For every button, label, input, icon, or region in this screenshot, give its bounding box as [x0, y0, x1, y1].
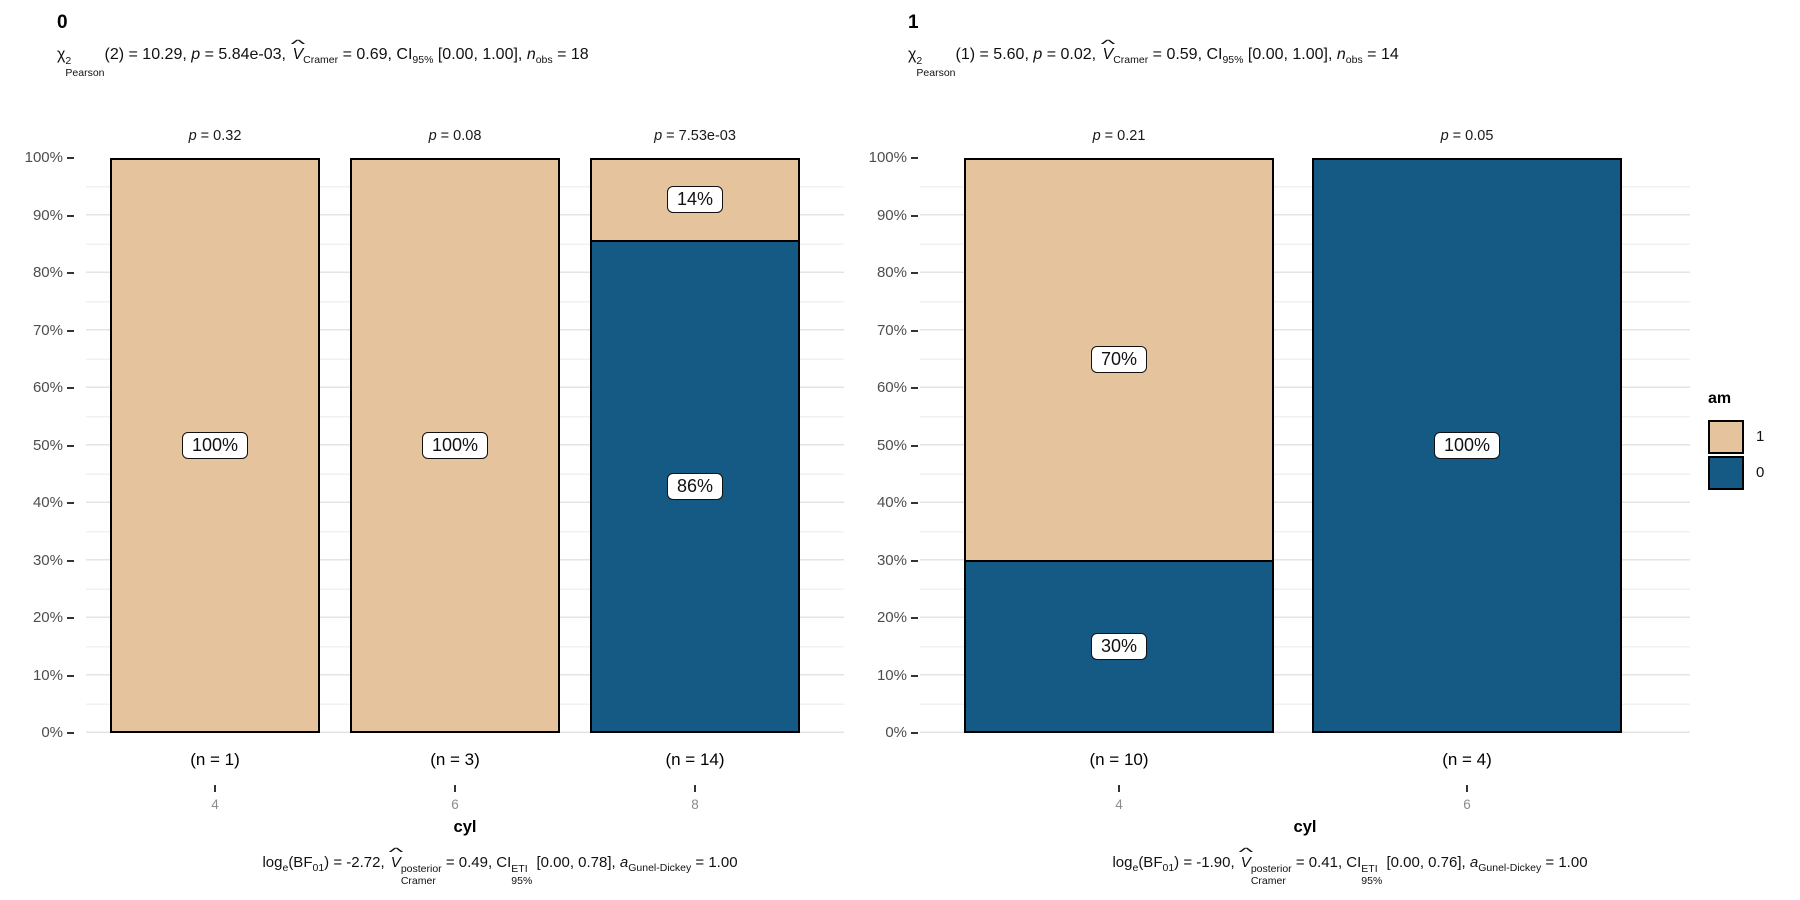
y-axis-tick: 80% [836, 264, 918, 282]
v-supsub: posterior Cramer [1250, 863, 1292, 887]
y-axis-tick: 40% [0, 494, 74, 512]
v-hat: ^ V [388, 845, 404, 871]
bar-segment-am1: 14% [592, 160, 798, 240]
bar-cyl-4: 100% [110, 158, 320, 733]
bar-segment-am0: 30% [966, 559, 1272, 731]
panel-0-plot-area: 100% 100% 14% 86% [86, 158, 844, 733]
y-axis-tick: 60% [836, 379, 918, 397]
y-axis-tick: 50% [0, 437, 74, 455]
panel-1-subtitle: χ 2 Pearson (1) = 5.60, p = 0.02, ^ VCramer … [908, 37, 1399, 79]
y-axis-tick: 40% [836, 494, 918, 512]
bar-segment-am0: 100% [1314, 160, 1620, 731]
y-axis-tick: 0% [0, 724, 74, 742]
v-hat: ^ V [1100, 37, 1116, 63]
x-axis-tick-label: 4 [211, 797, 219, 812]
y-axis-tick: 10% [0, 667, 74, 685]
legend-title: am [1708, 390, 1732, 407]
percent-label: 100% [1433, 432, 1501, 459]
n-label: (n = 14) [665, 750, 725, 769]
n-label: (n = 1) [190, 750, 240, 769]
v-supsub: posterior Cramer [400, 863, 442, 887]
x-axis-tick-mark [1466, 785, 1468, 792]
p-value-label: p = 0.05 [1440, 128, 1494, 144]
chi-symbol: χ [57, 46, 66, 63]
x-axis-tick-mark [694, 785, 696, 792]
n-label: (n = 10) [1089, 750, 1149, 769]
chi-symbol: χ [908, 46, 917, 63]
percent-label: 70% [1090, 346, 1148, 374]
x-axis-tick-mark [454, 785, 456, 792]
x-axis-tick-label: 8 [691, 797, 699, 812]
y-axis-tick: 0% [836, 724, 918, 742]
legend-item-label: 0 [1756, 464, 1765, 481]
n-label: (n = 3) [430, 750, 480, 769]
y-axis-tick: 70% [0, 322, 74, 340]
bar-cyl-6: 100% [1312, 158, 1622, 733]
y-axis-tick: 20% [0, 609, 74, 627]
ci-supsub: ETI 95% [1361, 863, 1383, 887]
bar-cyl-6: 100% [350, 158, 560, 733]
x-axis-tick-label: 4 [1115, 797, 1123, 812]
bar-cyl-8: 14% 86% [590, 158, 800, 733]
legend: am 1 0 [1702, 390, 1800, 520]
bar-segment-am1: 70% [966, 160, 1272, 560]
y-axis-tick: 100% [0, 149, 74, 167]
panel-1-y-axis: 100% 90% 80% 70% 60% 50% 40% 30% 20% 10%… [836, 0, 918, 900]
y-axis-tick: 50% [836, 437, 918, 455]
legend-swatch-am0 [1708, 456, 1744, 490]
x-axis-tick-label: 6 [451, 797, 459, 812]
ci-supsub: ETI 95% [511, 863, 533, 887]
percent-label: 14% [666, 186, 724, 214]
percent-label: 100% [181, 432, 249, 459]
y-axis-tick: 30% [836, 552, 918, 570]
chi-supsub: 2 Pearson [65, 55, 105, 79]
bar-segment-am1: 100% [112, 160, 318, 731]
y-axis-tick: 80% [0, 264, 74, 282]
y-axis-tick: 60% [0, 379, 74, 397]
y-axis-tick: 90% [836, 207, 918, 225]
y-axis-tick: 20% [836, 609, 918, 627]
percent-label: 100% [421, 432, 489, 459]
p-value-label: p = 7.53e-03 [654, 128, 736, 144]
p-value-label: p = 0.08 [428, 128, 482, 144]
panel-0-subtitle: χ 2 Pearson (2) = 10.29, p = 5.84e-03, ^ VCr… [57, 37, 589, 79]
legend-swatch-am1 [1708, 420, 1744, 454]
y-axis-tick: 30% [0, 552, 74, 570]
percent-label: 30% [1090, 632, 1148, 660]
x-axis-tick-label: 6 [1463, 797, 1471, 812]
y-axis-tick: 90% [0, 207, 74, 225]
v-hat: ^ V [1238, 845, 1254, 871]
bar-segment-am1: 100% [352, 160, 558, 731]
n-label: (n = 4) [1442, 750, 1492, 769]
percent-label: 86% [666, 472, 724, 500]
x-axis-title: cyl [1293, 818, 1317, 836]
p-value-label: p = 0.32 [188, 128, 242, 144]
p-value-label: p = 0.21 [1092, 128, 1146, 144]
y-axis-tick: 100% [836, 149, 918, 167]
panel-0-title: 0 [57, 12, 68, 33]
panel-0-y-axis: 100% 90% 80% 70% 60% 50% 40% 30% 20% 10%… [0, 0, 74, 900]
y-axis-tick: 10% [836, 667, 918, 685]
bar-segment-am0: 86% [592, 239, 798, 731]
x-axis-title: cyl [453, 818, 477, 836]
x-axis-tick-mark [1118, 785, 1120, 792]
legend-item-label: 1 [1756, 428, 1765, 445]
chi-supsub: 2 Pearson [916, 55, 956, 79]
panel-1-title: 1 [908, 12, 919, 33]
y-axis-tick: 70% [836, 322, 918, 340]
bar-cyl-4: 70% 30% [964, 158, 1274, 733]
x-axis-tick-mark [214, 785, 216, 792]
v-hat: ^ V [290, 37, 306, 63]
panel-1-plot-area: 70% 30% 100% [920, 158, 1690, 733]
